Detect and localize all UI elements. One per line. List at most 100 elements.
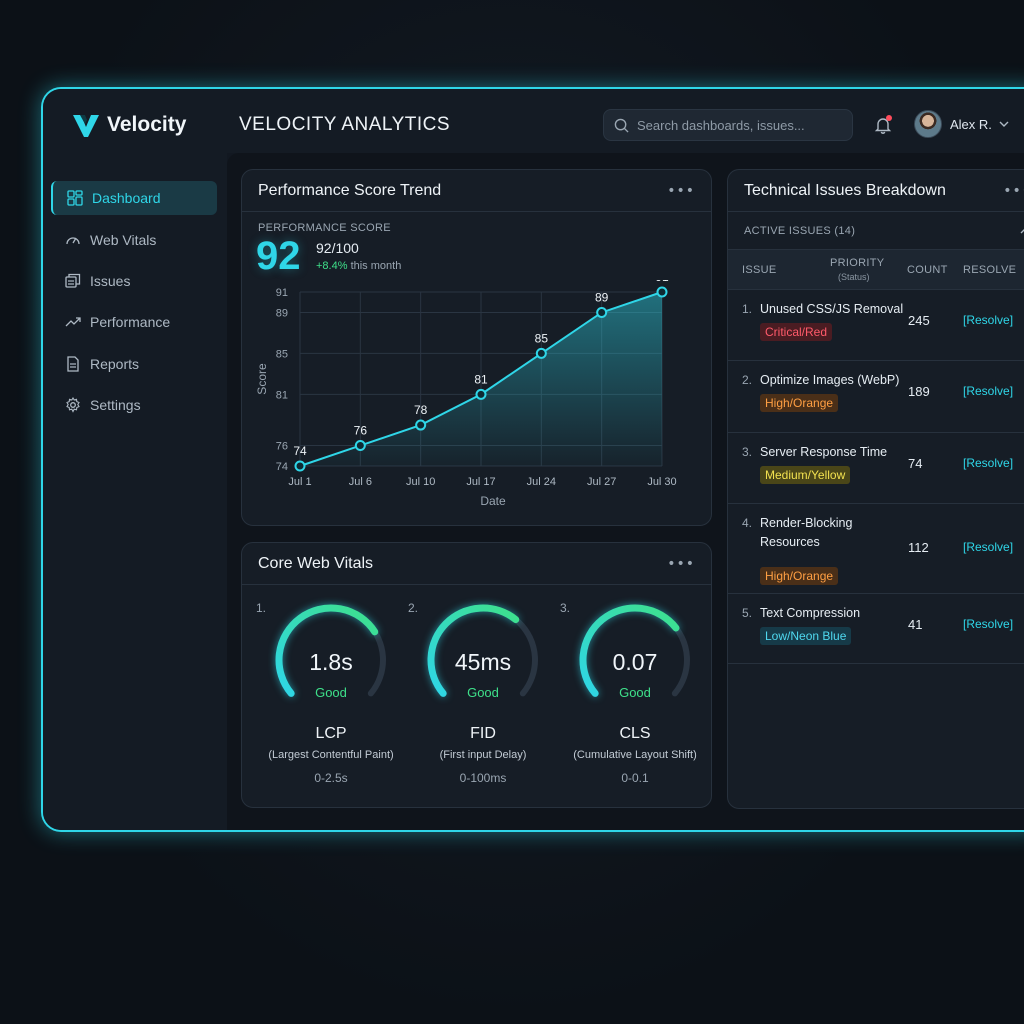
table-row: 2. Optimize Images (WebP) High/Orange 189 [R… bbox=[728, 361, 1024, 433]
vital-name: FID bbox=[470, 725, 496, 742]
data-point[interactable] bbox=[596, 306, 608, 318]
vital-desc: (Cumulative Layout Shift) bbox=[573, 749, 697, 761]
x-tick-label: Jul 6 bbox=[349, 476, 372, 488]
technical-issues-card: Technical Issues Breakdown ••• ACTIVE IS… bbox=[727, 169, 1024, 809]
performance-score: 92 bbox=[256, 234, 301, 278]
x-tick-label: Jul 24 bbox=[527, 476, 556, 488]
y-tick-label: 74 bbox=[276, 461, 288, 473]
vital-index: 3. bbox=[560, 601, 571, 615]
search-box[interactable] bbox=[603, 109, 853, 141]
more-options-icon[interactable]: ••• bbox=[667, 555, 695, 572]
chevron-up-icon[interactable] bbox=[1019, 225, 1024, 237]
vital-name: CLS bbox=[619, 725, 651, 742]
performance-trend-card: Performance Score Trend ••• PERFORMANCE … bbox=[241, 169, 712, 526]
velocity-logo-icon bbox=[73, 115, 99, 137]
vital-gauge-lcp: 1. 1.8s Good LCP (Largest Contentful Paint) 0… bbox=[256, 597, 406, 797]
gauge-fill bbox=[579, 604, 680, 697]
gear-icon bbox=[66, 397, 80, 413]
trend-chart: 74 76 81 85 89 91 Jul 1 Jul 6 Jul 10 Jul 17 Jul 24… bbox=[255, 280, 677, 508]
issue-title: Server Response Time bbox=[760, 445, 888, 459]
sidebar-item-settings[interactable]: Settings bbox=[51, 388, 217, 422]
gauge-icon bbox=[66, 237, 80, 245]
column-issue: ISSUE bbox=[742, 264, 777, 276]
issue-count: 189 bbox=[908, 384, 930, 399]
more-options-icon[interactable]: ••• bbox=[667, 182, 695, 199]
x-tick-label: Jul 17 bbox=[466, 476, 495, 488]
more-options-icon[interactable]: ••• bbox=[1003, 182, 1024, 199]
column-count: COUNT bbox=[907, 264, 948, 276]
table-header: ISSUE PRIORITY (Status) COUNT RESOLVE bbox=[728, 250, 1024, 290]
vital-value: 0.07 bbox=[612, 649, 658, 675]
x-axis-label: Date bbox=[480, 494, 506, 508]
resolve-link[interactable]: [Resolve] bbox=[963, 384, 1014, 398]
vital-gauge-cls: 3. 0.07 Good CLS (Cumulative Layout Shift) 0-… bbox=[560, 597, 710, 797]
column-resolve: RESOLVE bbox=[963, 264, 1017, 276]
priority-badge: Medium/Yellow bbox=[760, 466, 851, 484]
resolve-link[interactable]: [Resolve] bbox=[963, 313, 1014, 327]
chevron-down-icon[interactable] bbox=[998, 118, 1010, 130]
y-tick-label: 91 bbox=[276, 287, 288, 299]
x-tick-label: Jul 1 bbox=[288, 476, 311, 488]
notifications-button[interactable] bbox=[873, 115, 893, 135]
y-tick-label: 76 bbox=[276, 441, 288, 453]
page-title: VELOCITY ANALYTICS bbox=[239, 114, 451, 135]
user-name[interactable]: Alex R. bbox=[950, 117, 992, 132]
search-input[interactable] bbox=[637, 117, 837, 133]
main-content: Performance Score Trend ••• PERFORMANCE … bbox=[227, 153, 1024, 830]
vital-range: 0-2.5s bbox=[314, 771, 348, 785]
vital-name: LCP bbox=[315, 725, 347, 742]
data-point[interactable] bbox=[415, 419, 427, 431]
top-bar: Velocity VELOCITY ANALYTICS Alex R. bbox=[43, 89, 1024, 153]
trend-icon bbox=[65, 317, 81, 327]
y-tick-label: 85 bbox=[276, 348, 288, 360]
row-number: 3. bbox=[742, 445, 753, 459]
column-priority-sub: (Status) bbox=[838, 272, 870, 282]
avatar[interactable] bbox=[914, 110, 942, 138]
resolve-link[interactable]: [Resolve] bbox=[963, 540, 1014, 554]
issue-title: Optimize Images (WebP) bbox=[760, 373, 900, 387]
vital-status: Good bbox=[619, 685, 651, 700]
gauge-fill bbox=[275, 604, 379, 697]
data-point[interactable] bbox=[656, 286, 668, 298]
data-point[interactable] bbox=[354, 440, 366, 452]
data-point[interactable] bbox=[294, 460, 306, 472]
kpi-label: PERFORMANCE SCORE bbox=[258, 222, 391, 234]
delta-suffix: this month bbox=[350, 260, 402, 272]
sidebar-item-issues[interactable]: Issues bbox=[51, 264, 217, 298]
brand-name: Velocity bbox=[107, 113, 187, 136]
gauge-fill bbox=[427, 604, 520, 697]
vital-status: Good bbox=[467, 685, 499, 700]
sidebar-item-web-vitals[interactable]: Web Vitals bbox=[51, 223, 217, 257]
vital-index: 1. bbox=[256, 601, 267, 615]
card-header: Performance Score Trend ••• bbox=[242, 170, 711, 212]
data-label: 81 bbox=[474, 372, 488, 386]
sidebar-item-label: Performance bbox=[90, 314, 171, 330]
data-label: 85 bbox=[535, 331, 549, 345]
resolve-link[interactable]: [Resolve] bbox=[963, 617, 1014, 631]
active-issues-toggle[interactable]: ACTIVE ISSUES (14) bbox=[728, 212, 1024, 250]
table-row: 1. Unused CSS/JS Removal Critical/Red 245 [R… bbox=[728, 290, 1024, 361]
data-point[interactable] bbox=[475, 388, 487, 400]
performance-delta: +8.4% this month bbox=[316, 260, 401, 272]
logo[interactable]: Velocity bbox=[71, 111, 186, 139]
x-tick-label: Jul 27 bbox=[587, 476, 616, 488]
resolve-link[interactable]: [Resolve] bbox=[963, 456, 1014, 470]
card-title: Performance Score Trend bbox=[258, 181, 442, 199]
sidebar-item-label: Web Vitals bbox=[90, 232, 157, 248]
sidebar-item-reports[interactable]: Reports bbox=[51, 347, 217, 381]
search-icon bbox=[614, 118, 629, 133]
priority-badge: Critical/Red bbox=[760, 323, 833, 341]
sidebar-item-dashboard[interactable]: Dashboard bbox=[51, 181, 217, 215]
vital-value: 1.8s bbox=[309, 649, 353, 675]
data-label: 76 bbox=[354, 424, 368, 438]
vital-desc: (Largest Contentful Paint) bbox=[268, 749, 394, 761]
data-label: 78 bbox=[414, 403, 428, 417]
y-tick-label: 81 bbox=[276, 389, 288, 401]
data-label: 74 bbox=[293, 444, 307, 458]
issues-table-body: 1. Unused CSS/JS Removal Critical/Red 245 [R… bbox=[728, 290, 1024, 664]
vital-index: 2. bbox=[408, 601, 419, 615]
row-number: 2. bbox=[742, 373, 753, 387]
priority-badge: High/Orange bbox=[760, 567, 839, 585]
sidebar-item-performance[interactable]: Performance bbox=[51, 305, 217, 339]
data-point[interactable] bbox=[535, 347, 547, 359]
